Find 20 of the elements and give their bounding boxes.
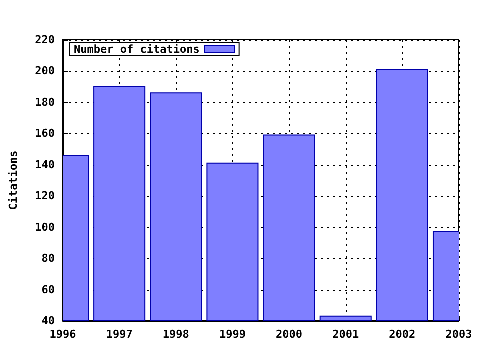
y-axis-title: Citations (7, 150, 20, 210)
y-tick-label: 160 (35, 127, 55, 140)
x-tick-label: 1997 (106, 328, 133, 341)
y-tick-label: 180 (35, 96, 55, 109)
x-tick-label: 1999 (219, 328, 246, 341)
x-tick-label: 1998 (162, 328, 190, 341)
y-tick-label: 40 (42, 314, 55, 328)
legend-label: Number of citations (74, 43, 200, 56)
x-tick-label: 2000 (276, 328, 303, 341)
x-tick-label: 1996 (50, 328, 77, 341)
y-tick-label: 140 (35, 158, 55, 172)
x-tick-label: 2002 (389, 328, 416, 341)
x-tick-label: 2001 (332, 328, 360, 341)
y-tick-label: 200 (35, 64, 55, 78)
y-tick-label: 80 (42, 252, 55, 266)
y-tick-label: 120 (35, 190, 55, 203)
y-tick-label: 220 (35, 34, 55, 46)
y-tick-label: 60 (42, 283, 55, 296)
y-tick-label: 100 (35, 220, 55, 234)
x-tick-label: 2003 (446, 328, 472, 341)
